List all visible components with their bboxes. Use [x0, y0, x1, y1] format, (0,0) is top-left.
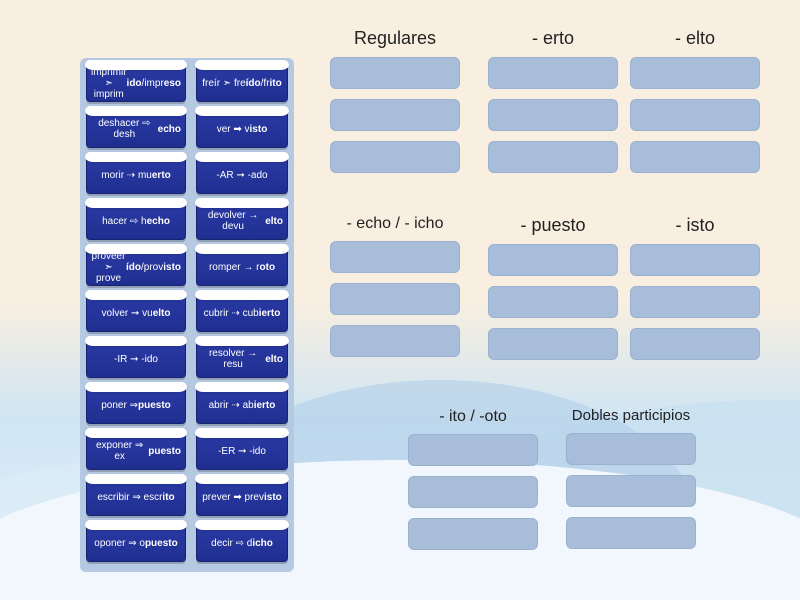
draggable-tile[interactable]: romper → roto — [196, 248, 288, 286]
drop-slot[interactable] — [566, 475, 696, 507]
category-slots — [408, 434, 538, 550]
drop-slot[interactable] — [330, 241, 460, 273]
draggable-tile[interactable]: proveer ➣proveído/provisto — [86, 248, 186, 286]
category-slots — [566, 433, 696, 549]
draggable-tile[interactable]: decir ⇨ dicho — [196, 524, 288, 562]
category-slots — [330, 57, 460, 173]
categories-board: Regulares - erto - elto - echo / - icho … — [320, 20, 776, 590]
drop-slot[interactable] — [630, 286, 760, 318]
tile-palette: imprimir ➣imprimido/impreso freír ➣ freíd… — [80, 58, 294, 572]
category-puesto: - puesto — [488, 215, 618, 360]
draggable-tile[interactable]: cubrir ⇢ cubierto — [196, 294, 288, 332]
draggable-tile[interactable]: deshacer ⇨ deshecho — [86, 110, 186, 148]
draggable-tile[interactable]: -IR ➞ -ido — [86, 340, 186, 378]
draggable-tile[interactable]: escribir ⇒ escrito — [86, 478, 186, 516]
category-title: Regulares — [330, 28, 460, 49]
drop-slot[interactable] — [630, 244, 760, 276]
draggable-tile[interactable]: exponer ⇒ expuesto — [86, 432, 186, 470]
drop-slot[interactable] — [488, 328, 618, 360]
draggable-tile[interactable]: hacer ⇨ hecho — [86, 202, 186, 240]
draggable-tile[interactable]: poner ⇒ puesto — [86, 386, 186, 424]
category-erto: - erto — [488, 28, 618, 173]
drop-slot[interactable] — [488, 57, 618, 89]
category-isto: - isto — [630, 215, 760, 360]
drop-slot[interactable] — [630, 99, 760, 131]
drop-slot[interactable] — [330, 141, 460, 173]
draggable-tile[interactable]: devolver → devuelto — [196, 202, 288, 240]
drop-slot[interactable] — [330, 57, 460, 89]
category-title: - isto — [630, 215, 760, 236]
drop-slot[interactable] — [630, 141, 760, 173]
category-title: - erto — [488, 28, 618, 49]
draggable-tile[interactable]: resolver → resuelto — [196, 340, 288, 378]
draggable-tile[interactable]: -ER ➞ -ido — [196, 432, 288, 470]
draggable-tile[interactable]: volver ➞ vuelto — [86, 294, 186, 332]
draggable-tile[interactable]: imprimir ➣imprimido/impreso — [86, 64, 186, 102]
drop-slot[interactable] — [630, 328, 760, 360]
drop-slot[interactable] — [408, 518, 538, 550]
drop-slot[interactable] — [488, 141, 618, 173]
category-slots — [330, 241, 460, 357]
category-title: - echo / - icho — [330, 215, 460, 233]
category-slots — [488, 57, 618, 173]
category-ito-oto: - ito / -oto — [408, 408, 538, 550]
draggable-tile[interactable]: abrir ⇢ abierto — [196, 386, 288, 424]
draggable-tile[interactable]: prever ➡ previsto — [196, 478, 288, 516]
draggable-tile[interactable]: -AR ➞ -ado — [196, 156, 288, 194]
drop-slot[interactable] — [488, 286, 618, 318]
drop-slot[interactable] — [330, 99, 460, 131]
category-slots — [630, 57, 760, 173]
category-slots — [488, 244, 618, 360]
draggable-tile[interactable]: morir ⇢ muerto — [86, 156, 186, 194]
category-title: - puesto — [488, 215, 618, 236]
category-regulares: Regulares — [330, 28, 460, 173]
category-title: - elto — [630, 28, 760, 49]
draggable-tile[interactable]: freír ➣ freído/frito — [196, 64, 288, 102]
drop-slot[interactable] — [330, 283, 460, 315]
category-title: Dobles participios — [566, 408, 696, 425]
drop-slot[interactable] — [566, 517, 696, 549]
drop-slot[interactable] — [630, 57, 760, 89]
draggable-tile[interactable]: oponer ⇒ opuesto — [86, 524, 186, 562]
drop-slot[interactable] — [408, 476, 538, 508]
category-title: - ito / -oto — [408, 408, 538, 426]
category-dobles-participios: Dobles participios — [566, 408, 696, 549]
drop-slot[interactable] — [488, 99, 618, 131]
category-elto: - elto — [630, 28, 760, 173]
drop-slot[interactable] — [488, 244, 618, 276]
drop-slot[interactable] — [408, 434, 538, 466]
draggable-tile[interactable]: ver ➡ visto — [196, 110, 288, 148]
category-echo-icho: - echo / - icho — [330, 215, 460, 357]
drop-slot[interactable] — [566, 433, 696, 465]
drop-slot[interactable] — [330, 325, 460, 357]
category-slots — [630, 244, 760, 360]
